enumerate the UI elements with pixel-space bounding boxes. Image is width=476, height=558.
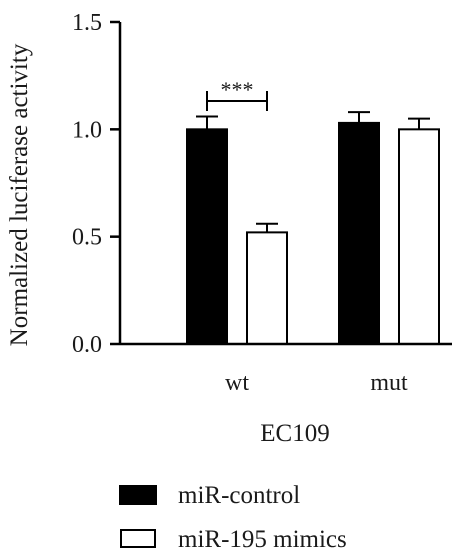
- x-axis-label: EC109: [260, 420, 329, 447]
- y-ticks-layer: 0.0 0.5 1.0 1.5: [72, 10, 120, 358]
- legend-label-miR-195-mimics: miR-195 mimics: [178, 526, 347, 553]
- y-tick-label: 1.5: [72, 10, 102, 36]
- significance-label: ***: [221, 77, 254, 102]
- x-tick-label-mut: mut: [370, 370, 408, 396]
- y-axis-label: Normalized luciferase activity: [6, 43, 33, 346]
- significance-layer: ***: [206, 77, 268, 111]
- axes-layer: [118, 22, 452, 346]
- error-bars-layer: [196, 111, 430, 233]
- y-tick-label: 1.0: [72, 117, 102, 143]
- bars-layer: [186, 121, 440, 346]
- legend-swatch-miR-195-mimics: [120, 529, 156, 548]
- bar-mut-mir-195-mimics: [398, 128, 440, 345]
- y-tick-label: 0.5: [72, 225, 102, 251]
- legend-swatch-miR-control: [119, 485, 157, 505]
- legend: miR-control miR-195 mimics: [119, 482, 347, 553]
- y-tick-label: 0.0: [72, 332, 102, 358]
- bar-mut-mir-control: [338, 121, 380, 346]
- bar-wt-mir-control: [186, 128, 228, 345]
- x-ticks-layer: wt mut: [225, 370, 408, 396]
- x-tick-label-wt: wt: [225, 370, 249, 396]
- legend-label-miR-control: miR-control: [178, 482, 300, 509]
- bar-wt-mir-195-mimics: [246, 231, 288, 345]
